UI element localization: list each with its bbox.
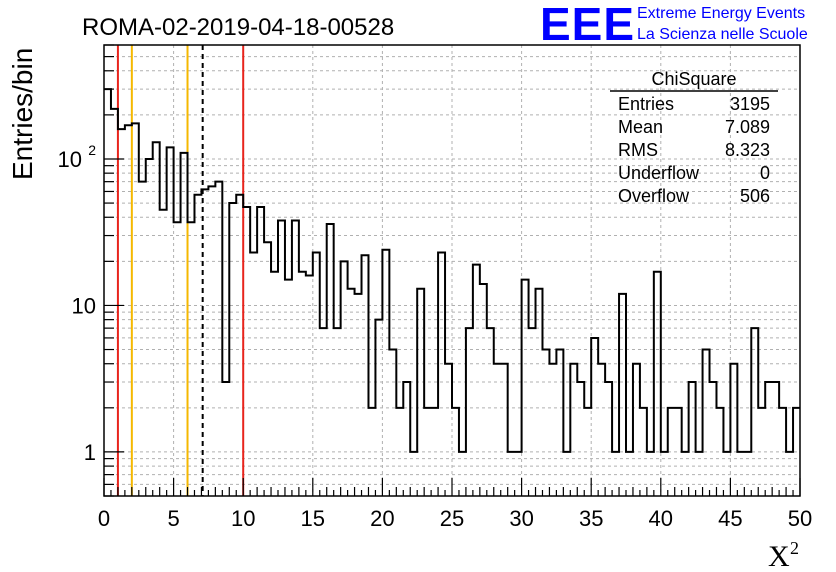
y-tick-label-superscript: 2 xyxy=(88,142,96,158)
stats-row-value: 0 xyxy=(760,163,770,183)
x-axis-label-group: X 2 xyxy=(768,538,799,572)
x-axis-label: X xyxy=(768,540,790,572)
x-tick-label: 20 xyxy=(370,506,394,531)
x-tick-label: 45 xyxy=(718,506,742,531)
stats-row-value: 7.089 xyxy=(725,117,770,137)
x-tick-label: 30 xyxy=(509,506,533,531)
stats-row-label: RMS xyxy=(618,140,658,160)
y-tick-label: 10 xyxy=(58,147,82,172)
x-tick-label: 35 xyxy=(579,506,603,531)
axes-layer: 0 5 10 15 20 25 30 35 40 45 50 1 10 10 2 xyxy=(58,44,812,531)
x-tick-label: 50 xyxy=(788,506,812,531)
stats-row-label: Mean xyxy=(618,117,663,137)
y-axis-label: Entries/bin xyxy=(7,48,38,180)
logo-line-1: Extreme Energy Events xyxy=(637,5,805,22)
histogram-step-line xyxy=(104,88,800,453)
stats-rows: Entries 3195 Mean 7.089 RMS 8.323 Underflow 0 Ov… xyxy=(618,94,770,206)
chart-title: ROMA-02-2019-04-18-00528 xyxy=(82,14,394,41)
y-tick-label: 1 xyxy=(84,440,96,465)
x-tick-label: 10 xyxy=(231,506,255,531)
x-tick-label: 25 xyxy=(440,506,464,531)
y-tick-label: 10 xyxy=(72,293,96,318)
stats-row-label: Entries xyxy=(618,94,674,114)
reference-lines xyxy=(116,45,245,496)
stats-row-value: 506 xyxy=(740,186,770,206)
stats-title: ChiSquare xyxy=(651,69,736,89)
eee-logo-mark: EEE xyxy=(540,0,635,50)
x-tick-label: 5 xyxy=(167,506,179,531)
stats-box: ChiSquare Entries 3195 Mean 7.089 RMS 8.323 Un… xyxy=(610,69,778,206)
histogram-layer xyxy=(104,88,800,453)
stats-row-label: Overflow xyxy=(618,186,690,206)
x-tick-label: 15 xyxy=(301,506,325,531)
x-tick-label: 0 xyxy=(98,506,110,531)
stats-row-value: 3195 xyxy=(730,94,770,114)
logo-line-2: La Scienza nelle Scuole xyxy=(637,26,808,43)
stats-row-value: 8.323 xyxy=(725,140,770,160)
eee-logo: EEE Extreme Energy Events La Scienza nel… xyxy=(540,0,808,50)
x-tick-label: 40 xyxy=(649,506,673,531)
x-axis-label-superscript: 2 xyxy=(790,538,799,558)
stats-row-label: Underflow xyxy=(618,163,700,183)
